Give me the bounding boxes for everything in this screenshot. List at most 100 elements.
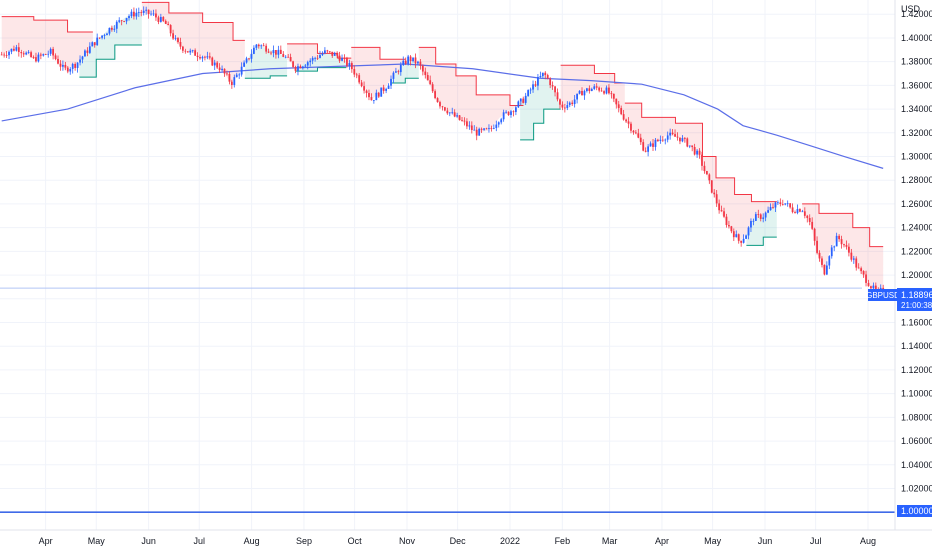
candle bbox=[652, 139, 654, 152]
moving-average-line bbox=[1, 63, 884, 169]
candle-body bbox=[625, 119, 627, 122]
symbol-badge[interactable]: GBPUSD bbox=[866, 289, 900, 301]
candle-body bbox=[622, 114, 625, 120]
candle bbox=[279, 45, 282, 55]
ref-level-badge[interactable]: 1.00000 bbox=[897, 505, 932, 517]
support-stop-line bbox=[244, 75, 288, 79]
candle-body bbox=[532, 84, 534, 90]
support-fill bbox=[520, 73, 561, 140]
candle-body bbox=[211, 57, 214, 66]
candle-body bbox=[221, 68, 223, 71]
candle-body bbox=[473, 129, 476, 131]
candle-body bbox=[27, 52, 30, 54]
candle-body bbox=[852, 258, 855, 260]
candle-body bbox=[252, 47, 255, 54]
candle bbox=[488, 124, 490, 133]
candle-body bbox=[346, 58, 348, 66]
candle bbox=[181, 45, 184, 54]
candle-body bbox=[537, 76, 539, 86]
candle bbox=[15, 44, 18, 52]
candle bbox=[184, 48, 187, 54]
candle bbox=[265, 43, 268, 54]
candle bbox=[157, 15, 160, 25]
candle bbox=[767, 206, 769, 214]
candle bbox=[696, 148, 698, 158]
candle bbox=[821, 256, 823, 268]
resistance-stop-line bbox=[351, 46, 406, 60]
candle-body bbox=[857, 267, 860, 269]
candle-body bbox=[306, 62, 309, 66]
candle-body bbox=[15, 47, 18, 51]
candle-body bbox=[414, 57, 417, 64]
candle-body bbox=[801, 211, 804, 213]
candle-body bbox=[578, 90, 581, 94]
resistance-fill bbox=[418, 47, 524, 133]
candle-body bbox=[69, 68, 72, 72]
candle bbox=[825, 261, 828, 276]
candle bbox=[514, 105, 517, 116]
candle-body bbox=[184, 50, 187, 52]
candle-body bbox=[750, 220, 752, 228]
candle-body bbox=[140, 12, 143, 14]
candle bbox=[101, 35, 103, 40]
time-tick-label: Apr bbox=[39, 536, 53, 546]
candle bbox=[676, 132, 679, 141]
candle-body bbox=[723, 211, 725, 217]
candle bbox=[375, 89, 378, 101]
candle bbox=[252, 45, 255, 55]
candle-body bbox=[556, 92, 559, 100]
candle bbox=[368, 89, 370, 101]
price-tick-label: 1.12000 bbox=[901, 365, 932, 375]
price-badge[interactable]: 1.18896 21:00:38 bbox=[897, 288, 932, 311]
candle-body bbox=[179, 41, 182, 47]
candle bbox=[358, 73, 361, 85]
resistance-fill bbox=[1, 16, 93, 70]
candle-body bbox=[309, 60, 312, 63]
candle-body bbox=[539, 76, 542, 77]
candle-body bbox=[505, 111, 507, 113]
candle-body bbox=[644, 150, 647, 152]
candle-body bbox=[115, 21, 118, 29]
candle bbox=[698, 148, 701, 159]
candle-body bbox=[365, 90, 368, 93]
candle-body bbox=[664, 139, 667, 141]
candle-body bbox=[301, 66, 304, 69]
candle-body bbox=[679, 137, 681, 142]
candle-body bbox=[30, 52, 32, 58]
candle-body bbox=[321, 53, 324, 55]
price-tick-label: 1.26000 bbox=[901, 199, 932, 209]
candle bbox=[568, 101, 571, 108]
candle-body bbox=[319, 54, 321, 58]
candle bbox=[779, 198, 782, 207]
time-tick-label: May bbox=[88, 536, 106, 546]
candle-body bbox=[0, 54, 3, 56]
candle bbox=[593, 83, 596, 91]
candle bbox=[625, 118, 627, 123]
candle-body bbox=[125, 18, 128, 22]
time-tick-label: Aug bbox=[860, 536, 876, 546]
candle bbox=[784, 203, 787, 206]
candle bbox=[133, 7, 135, 20]
candle bbox=[723, 207, 725, 218]
candle bbox=[456, 112, 459, 118]
candle bbox=[510, 110, 512, 118]
candle-body bbox=[764, 212, 767, 218]
candle-body bbox=[483, 128, 485, 130]
candle bbox=[316, 54, 319, 60]
candle-body bbox=[360, 82, 363, 87]
candle-body bbox=[88, 46, 91, 53]
price-tick-label: 1.20000 bbox=[901, 270, 932, 280]
candle-body bbox=[590, 88, 593, 92]
candle-body bbox=[674, 134, 676, 137]
candle-body bbox=[784, 203, 787, 205]
candle bbox=[125, 17, 128, 25]
candle bbox=[718, 199, 721, 214]
candle-body bbox=[240, 66, 243, 75]
candle bbox=[208, 52, 211, 60]
candle-body bbox=[297, 66, 299, 71]
candle-body bbox=[529, 89, 532, 91]
candle bbox=[404, 57, 407, 66]
candle bbox=[272, 45, 275, 58]
candle bbox=[808, 214, 811, 226]
